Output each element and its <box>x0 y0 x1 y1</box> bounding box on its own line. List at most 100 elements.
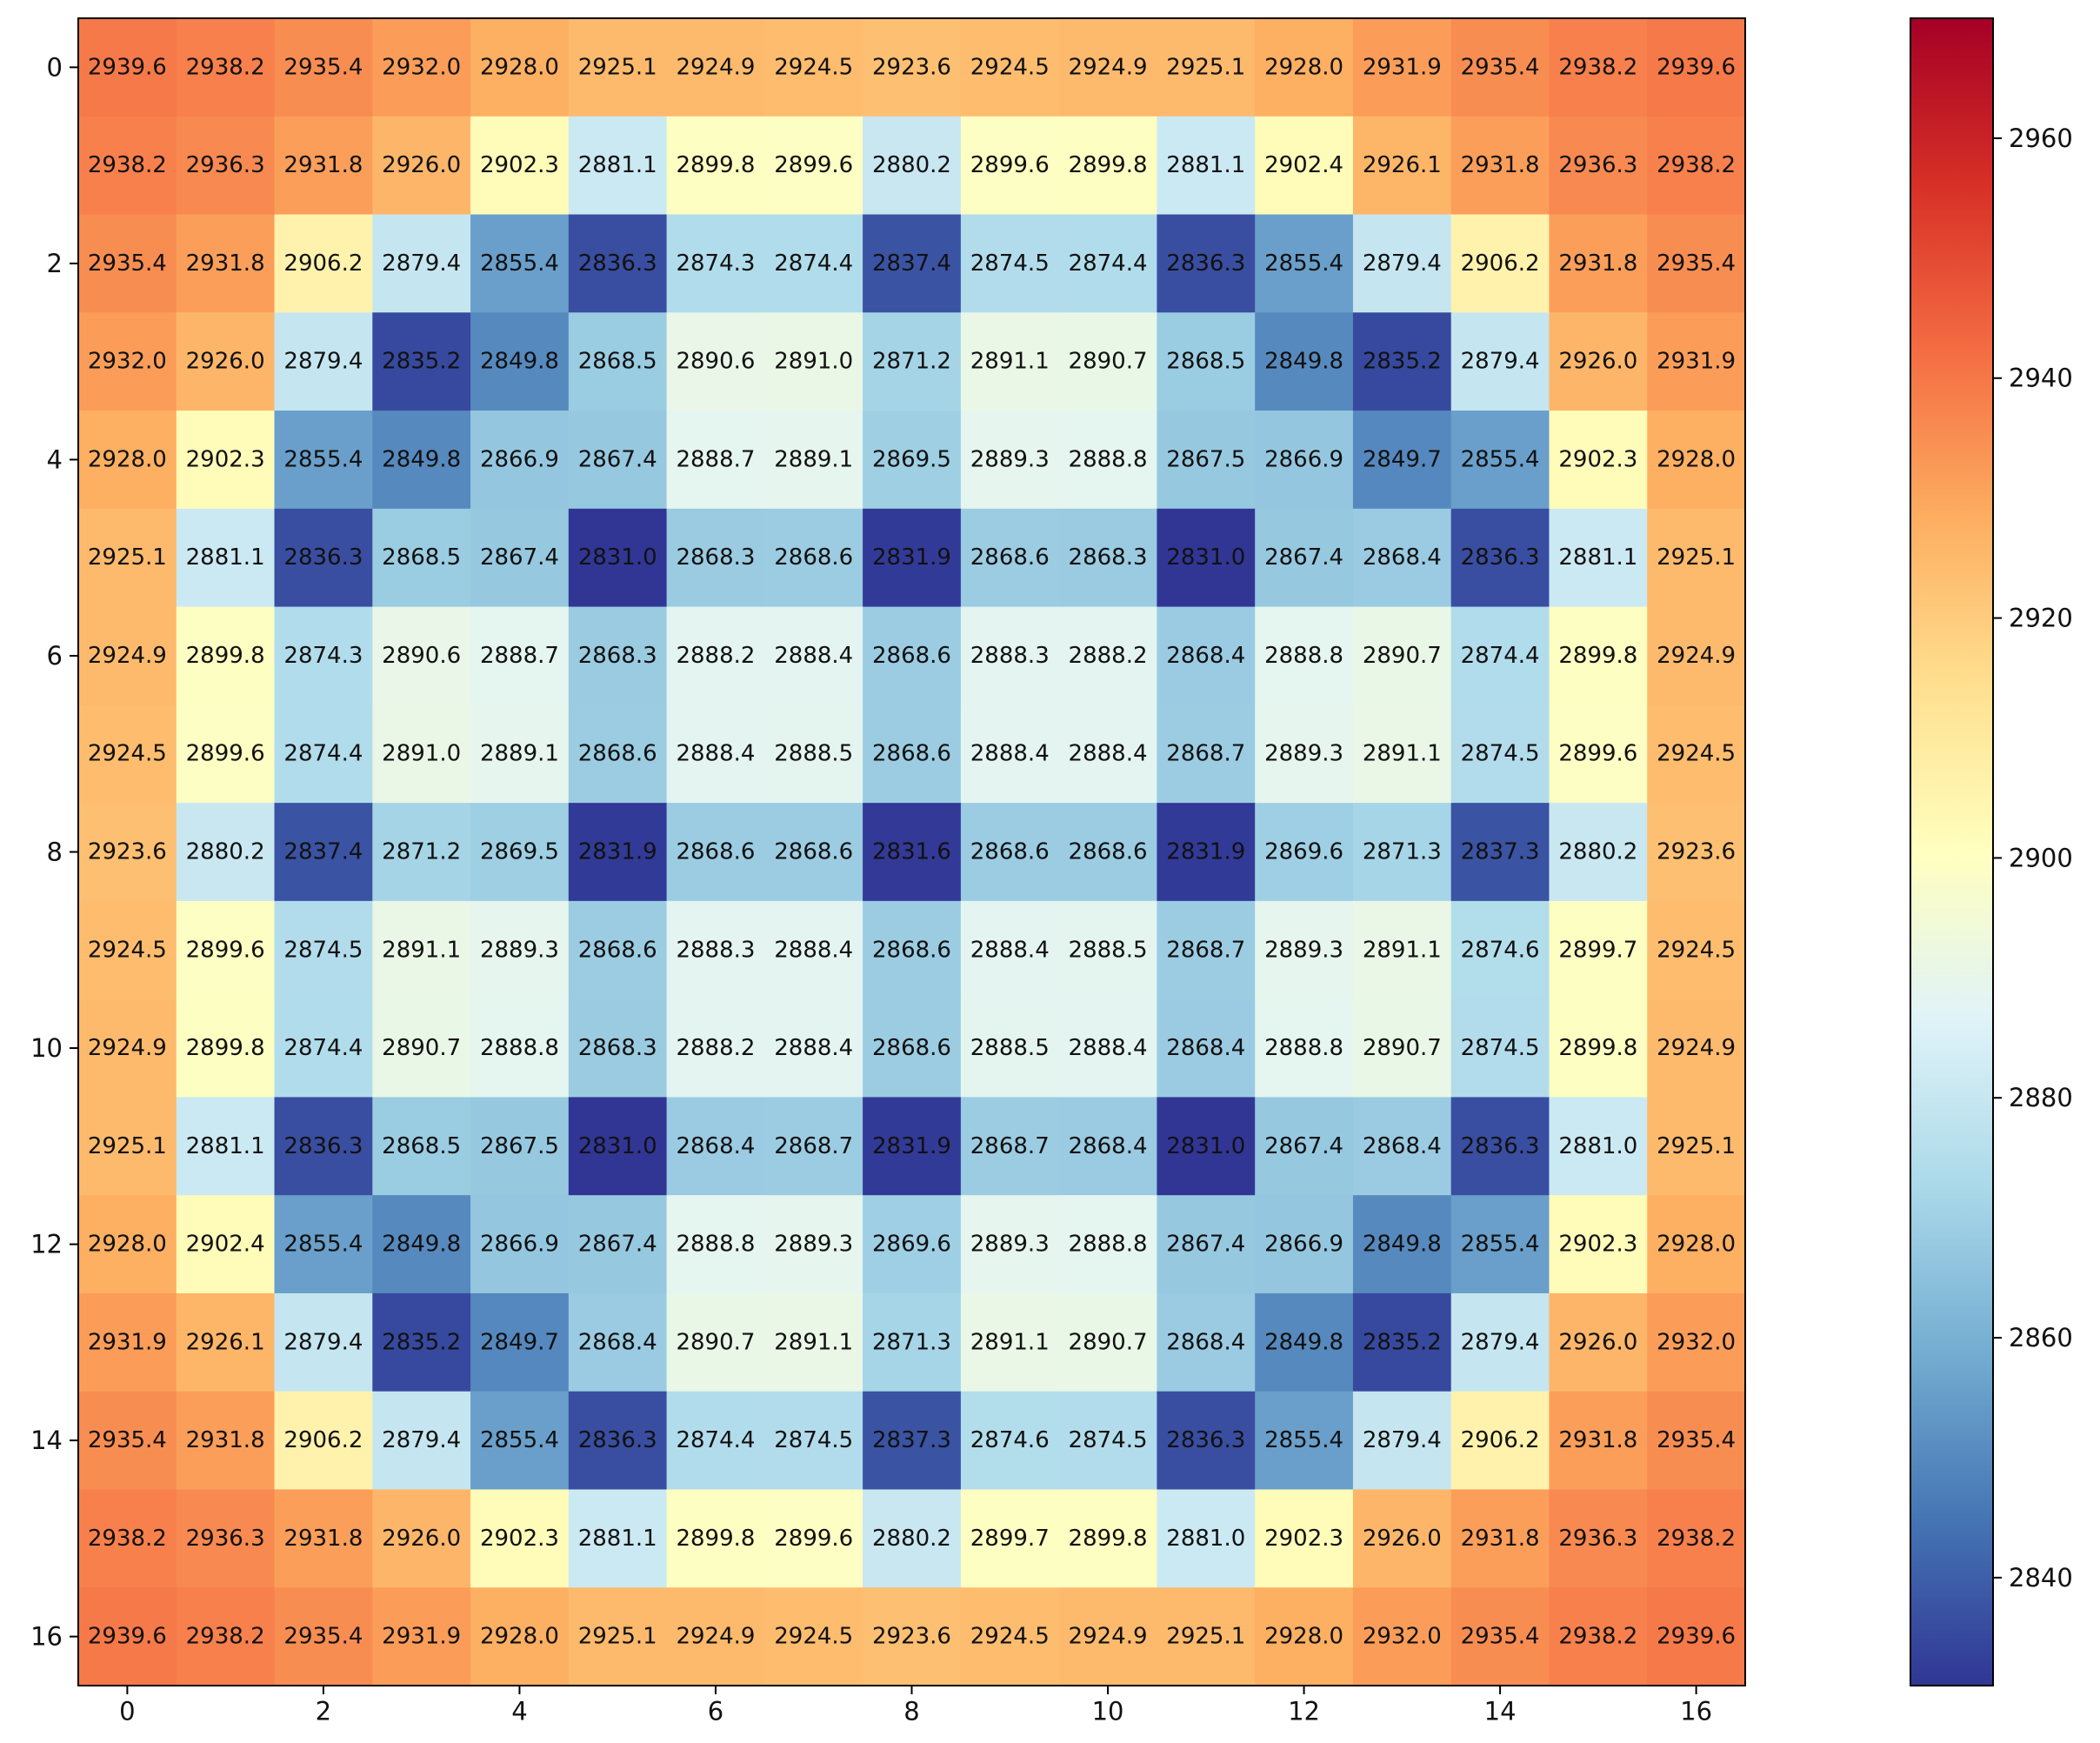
cell-value-label: 2855.4 <box>1461 1232 1540 1258</box>
cell-value-label: 2890.7 <box>382 1035 461 1061</box>
cell-value-label: 2868.7 <box>1166 937 1245 963</box>
cell-value-label: 2932.0 <box>88 349 167 375</box>
cell-value-label: 2888.4 <box>676 741 755 767</box>
heatmap-cell <box>863 508 962 608</box>
heatmap-cell <box>863 1587 962 1686</box>
cell-value-label: 2925.1 <box>88 544 167 571</box>
heatmap-cell <box>960 606 1060 705</box>
cell-value-label: 2938.2 <box>88 152 167 178</box>
cell-value-label: 2938.2 <box>186 54 265 80</box>
heatmap-cell <box>274 312 373 411</box>
cell-value-label: 2890.7 <box>1363 1035 1442 1061</box>
heatmap-cell <box>568 900 668 1000</box>
cell-value-label: 2899.8 <box>1558 643 1637 669</box>
cell-value-label: 2926.0 <box>382 152 461 178</box>
cell-value-label: 2938.2 <box>1657 1526 1736 1552</box>
heatmap-cell <box>863 1391 962 1491</box>
cell-value-label: 2888.4 <box>970 937 1050 963</box>
cell-value-label: 2866.9 <box>1264 1232 1343 1258</box>
cell-value-label: 2888.2 <box>676 1035 755 1061</box>
cell-value-label: 2831.0 <box>1166 1133 1245 1159</box>
heatmap-cell <box>372 18 471 117</box>
cell-value-label: 2874.4 <box>283 1035 363 1061</box>
cell-value-label: 2923.6 <box>88 839 167 865</box>
y-tick-label: 10 <box>30 1033 63 1063</box>
cell-value-label: 2899.7 <box>970 1526 1050 1552</box>
heatmap-cell <box>1157 116 1256 216</box>
heatmap-cell <box>666 803 765 902</box>
cell-value-label: 2888.5 <box>1069 937 1148 963</box>
cell-value-label: 2891.0 <box>774 349 853 375</box>
heatmap-cell <box>1450 1587 1550 1686</box>
cell-value-label: 2925.1 <box>578 1624 657 1650</box>
heatmap-cell <box>568 1195 668 1294</box>
cell-value-label: 2855.4 <box>1461 446 1540 472</box>
cell-value-label: 2935.4 <box>1657 250 1736 277</box>
cell-value-label: 2868.5 <box>1166 349 1245 375</box>
cell-value-label: 2938.2 <box>186 1624 265 1650</box>
heatmap-cell <box>960 1097 1060 1196</box>
heatmap-cell <box>470 1292 570 1392</box>
heatmap-cell <box>274 1587 373 1686</box>
cell-value-label: 2855.4 <box>1264 1427 1343 1453</box>
cell-value-label: 2889.1 <box>774 446 853 472</box>
cell-value-label: 2899.6 <box>186 937 265 963</box>
heatmap-cell <box>78 312 177 411</box>
heatmap-cell <box>960 803 1060 902</box>
heatmap-cell <box>1058 116 1158 216</box>
cell-value-label: 2939.6 <box>1657 54 1736 80</box>
heatmap-cell <box>1549 705 1648 804</box>
cell-value-label: 2836.3 <box>283 1133 363 1159</box>
cell-value-label: 2924.5 <box>1657 937 1736 963</box>
heatmap-cell <box>960 998 1060 1099</box>
heatmap-cell <box>1157 803 1256 902</box>
heatmap-cell <box>1157 1587 1256 1686</box>
cell-value-label: 2869.6 <box>1264 839 1343 865</box>
cell-value-label: 2891.0 <box>382 741 461 767</box>
cell-value-label: 2902.4 <box>1264 152 1343 178</box>
cell-value-label: 2923.6 <box>872 54 951 80</box>
heatmap-cell <box>1058 998 1158 1099</box>
heatmap-cell <box>1450 411 1550 510</box>
heatmap-cell <box>1647 312 1746 411</box>
cell-value-label: 2932.0 <box>1657 1329 1736 1355</box>
cell-value-label: 2932.0 <box>382 54 461 80</box>
cell-value-label: 2899.8 <box>676 152 755 178</box>
cell-value-label: 2868.3 <box>578 1035 657 1061</box>
cell-value-label: 2888.8 <box>1069 446 1148 472</box>
cell-value-label: 2881.1 <box>1166 152 1245 178</box>
cell-value-label: 2849.7 <box>480 1329 559 1355</box>
cell-value-label: 2849.8 <box>382 1232 461 1258</box>
cell-value-label: 2868.3 <box>578 643 657 669</box>
heatmap-cell <box>666 508 765 608</box>
colorbar-tick-label: 2880 <box>2009 1083 2073 1112</box>
cell-value-label: 2888.8 <box>1069 1232 1148 1258</box>
heatmap-cell <box>274 116 373 216</box>
cell-value-label: 2868.4 <box>1363 1133 1442 1159</box>
heatmap-cell <box>1058 1587 1158 1686</box>
heatmap-cell <box>78 1489 177 1588</box>
colorbar-tick-label: 2860 <box>2009 1323 2073 1352</box>
heatmap-cell <box>1157 1391 1256 1491</box>
heatmap-cell <box>372 116 471 216</box>
cell-value-label: 2928.0 <box>1657 1232 1736 1258</box>
cell-value-label: 2867.4 <box>1264 544 1343 571</box>
heatmap-cell <box>1647 1097 1746 1196</box>
heatmap-cell <box>666 1489 765 1588</box>
cell-value-label: 2899.8 <box>1069 152 1148 178</box>
cell-value-label: 2924.9 <box>676 1624 755 1650</box>
cell-value-label: 2836.3 <box>578 1427 657 1453</box>
cell-value-label: 2888.5 <box>774 741 853 767</box>
cell-value-label: 2928.0 <box>480 1624 559 1650</box>
cell-value-label: 2868.6 <box>970 544 1050 571</box>
cell-value-label: 2868.6 <box>872 1035 951 1061</box>
heatmap-cell <box>470 1391 570 1491</box>
heatmap-cell <box>1255 312 1354 411</box>
cell-value-label: 2868.6 <box>578 937 657 963</box>
cell-value-label: 2902.3 <box>186 446 265 472</box>
cell-value-label: 2924.9 <box>1069 1624 1148 1650</box>
heatmap-cell <box>1058 1489 1158 1588</box>
cell-value-label: 2932.0 <box>1363 1624 1442 1650</box>
heatmap-cell <box>1352 998 1452 1099</box>
heatmap-cell <box>176 900 276 1000</box>
